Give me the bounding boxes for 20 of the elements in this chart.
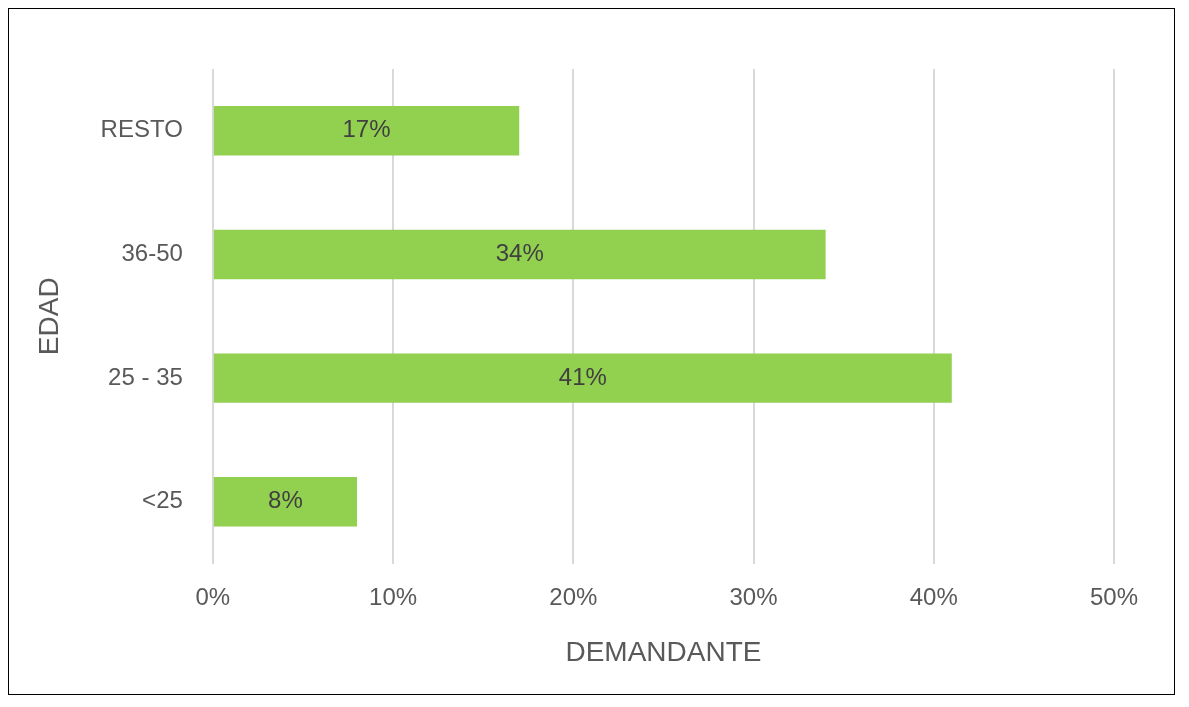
y-tick-label: RESTO: [100, 115, 183, 143]
bar: [213, 229, 826, 280]
x-tick-label: 10%: [369, 582, 418, 610]
data-label: 34%: [495, 239, 544, 267]
y-tick-label: <25: [142, 486, 183, 514]
y-axis-title: EDAD: [32, 277, 64, 356]
bar: [213, 477, 358, 527]
y-tick-label: 25 - 35: [108, 362, 183, 390]
x-tick-label: 50%: [1089, 582, 1139, 610]
bar: [213, 353, 952, 403]
bar: [213, 106, 520, 156]
x-tick-label: 40%: [909, 582, 958, 610]
x-tick-label: 30%: [729, 582, 778, 610]
x-tick-label: 20%: [549, 582, 598, 610]
y-tick-label: 36-50: [121, 239, 183, 267]
data-label: 41%: [558, 362, 607, 390]
data-label: 17%: [342, 115, 391, 143]
x-tick-label: 0%: [195, 582, 231, 610]
x-axis-title: DEMANDANTE: [565, 635, 762, 667]
data-label: 8%: [268, 486, 303, 514]
